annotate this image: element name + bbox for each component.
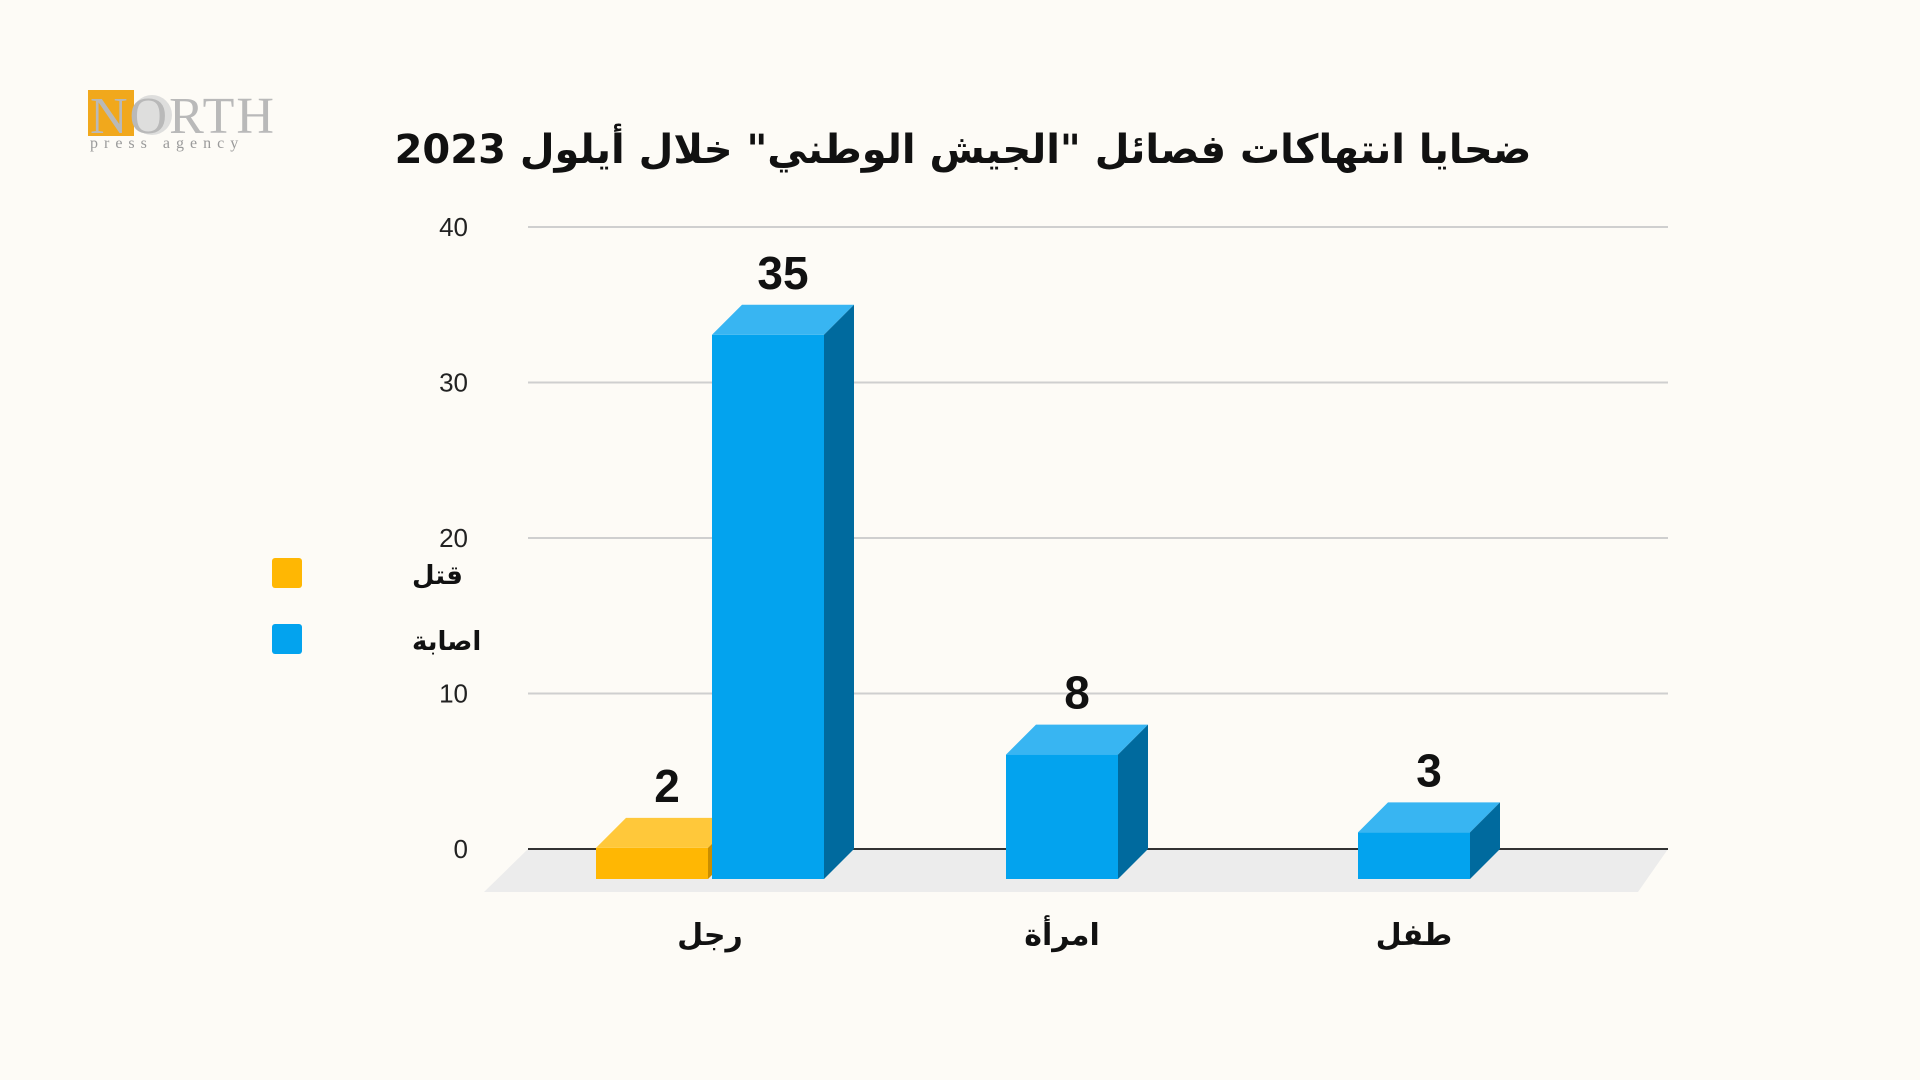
legend-label-0: قتل [412, 561, 463, 591]
bar-injured-2-top [1358, 802, 1500, 833]
data-label: 3 [1416, 744, 1442, 796]
bar-injured-0-top [712, 304, 854, 335]
chart-title: ضحايا انتهاكات فصائل "الجيش الوطني" خلال… [395, 123, 1532, 173]
legend-label-1: اصابة [412, 627, 481, 657]
bar-injured-0-side [824, 304, 854, 879]
data-label: 35 [757, 247, 808, 299]
logo-tagline: press agency [90, 135, 244, 152]
x-category-label: طفل [1376, 918, 1453, 953]
bar-killed-0 [596, 847, 708, 879]
plot-area: 0 10 20 30 40 2 35 8 3 رجل امرأة طفل قتل اصابة [272, 212, 1668, 953]
legend-swatch-1 [272, 624, 302, 654]
x-category-label: رجل [677, 918, 743, 953]
data-label: 2 [654, 760, 680, 812]
logo-globe-icon [132, 95, 172, 135]
bar-injured-2-side [1470, 802, 1500, 879]
y-tick-label: 0 [454, 834, 468, 864]
bar-injured-1 [1006, 754, 1118, 879]
legend-swatch-0 [272, 558, 302, 588]
data-label: 8 [1064, 667, 1090, 719]
y-tick-label: 10 [439, 679, 468, 709]
bar-injured-1-side [1118, 724, 1148, 879]
y-tick-label: 30 [439, 368, 468, 398]
y-tick-label: 40 [439, 212, 468, 242]
bar-injured-0 [712, 334, 824, 879]
bar-injured-1-top [1006, 724, 1148, 755]
logo-name: NORTH [90, 88, 276, 145]
logo-square-icon [88, 90, 134, 136]
bar-killed-0-top [596, 817, 738, 848]
north-logo: NORTH press agency [88, 88, 276, 152]
bar-injured-2 [1358, 832, 1470, 879]
y-tick-label: 20 [439, 523, 468, 553]
x-category-label: امرأة [1024, 915, 1100, 953]
